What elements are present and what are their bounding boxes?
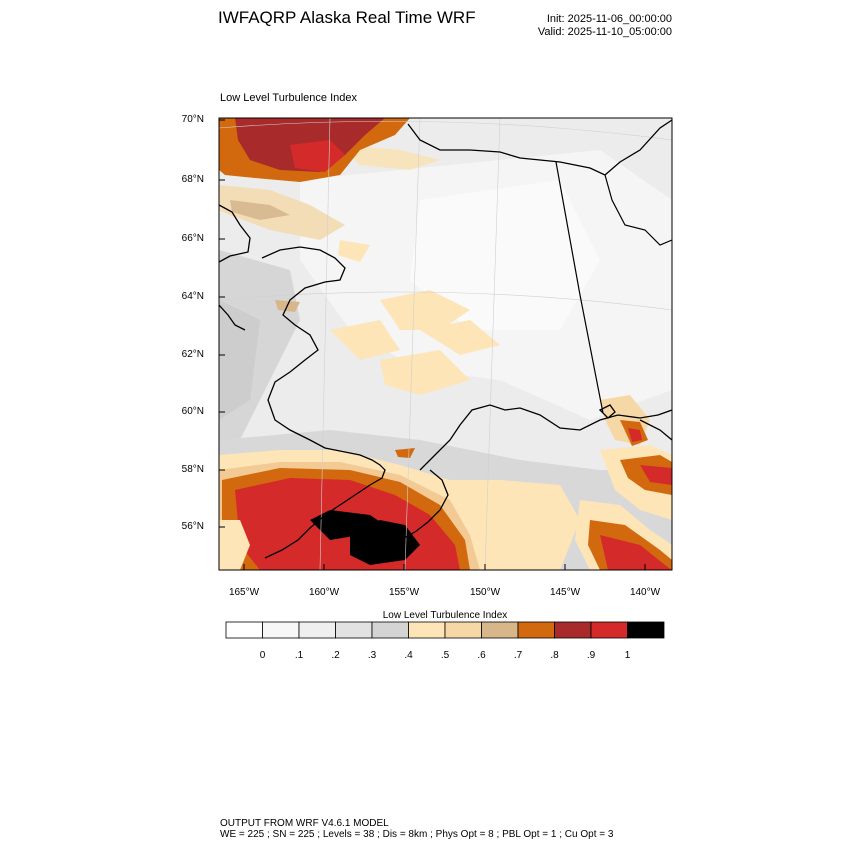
plot-title: Low Level Turbulence Index (220, 92, 357, 104)
lon-label: 155°W (388, 587, 420, 598)
colorbar-swatch (335, 621, 373, 639)
border-line (555, 161, 672, 414)
lat-label: 58°N (181, 464, 204, 475)
colorbar-swatch (225, 621, 263, 639)
coastline (219, 119, 672, 559)
graticule (219, 118, 672, 570)
colorbar-tick-label: .2 (331, 650, 340, 661)
colorbar-swatch (481, 621, 519, 639)
lat-label: 66°N (181, 233, 204, 244)
colorbar-swatch (444, 621, 482, 639)
footer-model: OUTPUT FROM WRF V4.6.1 MODEL (220, 818, 389, 829)
colorbar-tick-label: .9 (586, 650, 596, 661)
valid-time: Valid: 2025-11-10_05:00:00 (537, 26, 672, 38)
colorbar-tick-label: .6 (477, 650, 486, 661)
colorbar-tick-label: .7 (513, 650, 523, 661)
colorbar (225, 621, 665, 639)
lon-label: 165°W (228, 587, 260, 598)
lon-label: 145°W (549, 587, 581, 598)
turbulence-field (219, 118, 672, 570)
colorbar-swatch (517, 621, 555, 639)
colorbar-swatch (298, 621, 336, 639)
colorbar-tick-label: .1 (294, 650, 304, 661)
colorbar-label: Low Level Turbulence Index (382, 610, 508, 621)
colorbar-tick-label: 1 (624, 650, 631, 661)
lat-label: 68°N (181, 174, 204, 185)
lon-label: 150°W (469, 587, 501, 598)
colorbar-swatch (262, 621, 300, 639)
colorbar-swatch (408, 621, 446, 639)
colorbar-tick-label: .4 (404, 650, 413, 661)
colorbar-swatch (627, 621, 665, 639)
axis-ticks (219, 119, 646, 570)
colorbar-tick-label: .8 (550, 650, 559, 661)
colorbar-tick-label: 0 (259, 650, 266, 661)
lon-label: 140°W (629, 587, 661, 598)
colorbar-tick-label: .3 (367, 650, 377, 661)
lat-label: 70°N (181, 114, 204, 125)
colorbar-swatch (371, 621, 409, 639)
lat-label: 60°N (181, 406, 204, 417)
footer-params: WE = 225 ; SN = 225 ; Levels = 38 ; Dis … (220, 829, 614, 840)
lon-label: 160°W (308, 587, 340, 598)
lat-label: 62°N (181, 349, 204, 360)
lat-label: 64°N (181, 291, 204, 302)
init-time: Init: 2025-11-06_00:00:00 (546, 13, 672, 25)
map-frame (218, 117, 673, 571)
colorbar-swatch (554, 621, 592, 639)
map-title: IWFAQRP Alaska Real Time WRF (218, 8, 476, 27)
colorbar-tick-label: .5 (440, 650, 450, 661)
lat-label: 56°N (181, 521, 204, 532)
colorbar-swatch (590, 621, 628, 639)
